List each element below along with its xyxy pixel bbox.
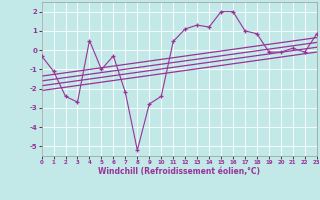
X-axis label: Windchill (Refroidissement éolien,°C): Windchill (Refroidissement éolien,°C) [98, 167, 260, 176]
